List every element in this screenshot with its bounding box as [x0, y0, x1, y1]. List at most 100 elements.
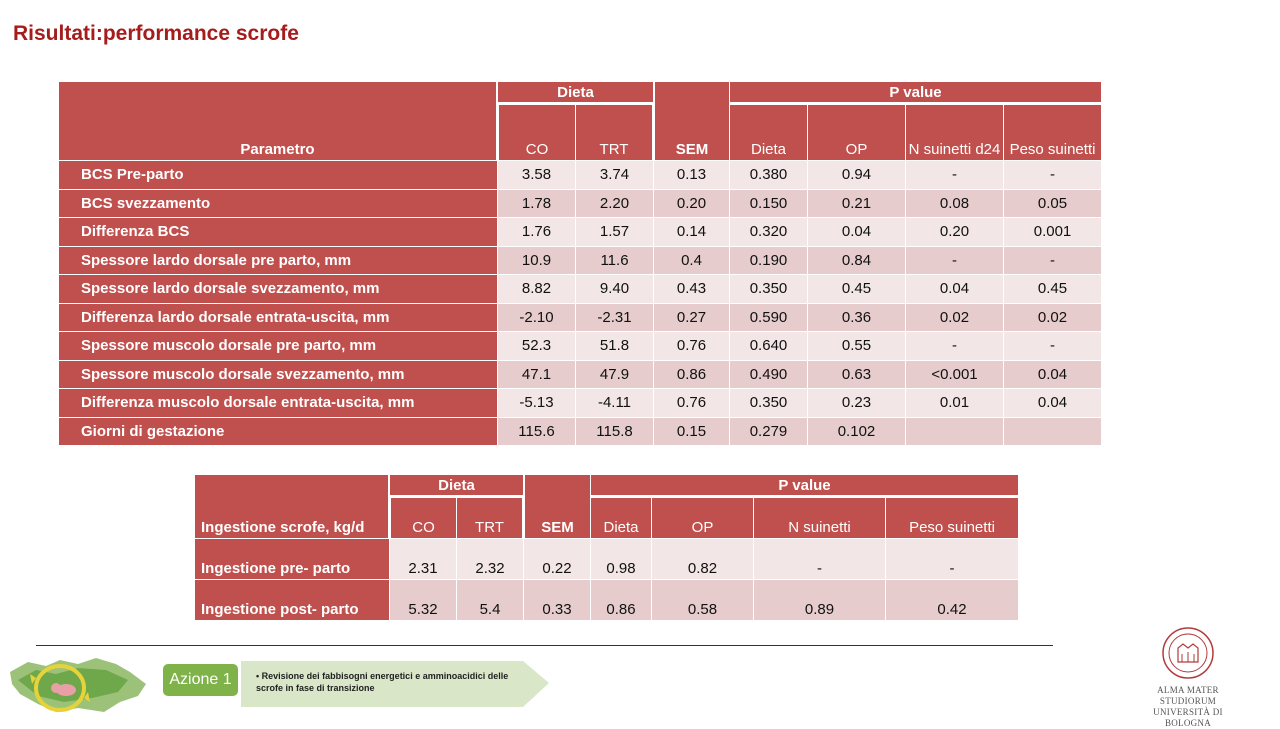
- cell-co: 10.9: [497, 245, 576, 275]
- cell-n: -: [905, 160, 1004, 190]
- cell-sem: 0.27: [653, 302, 730, 332]
- cell-co: 1.76: [497, 217, 576, 247]
- table-row: Giorni di gestazione 115.6 115.8 0.15 0.279 0…: [58, 416, 1103, 446]
- cell-dieta: 0.350: [729, 388, 808, 418]
- cell-op: 0.63: [807, 359, 906, 389]
- bullet-icon: •: [256, 671, 262, 681]
- cell-n: <0.001: [905, 359, 1004, 389]
- cell-sem: 0.76: [653, 388, 730, 418]
- cell-co: 5.32: [389, 579, 457, 621]
- slide-title: Risultati:performance scrofe: [13, 22, 299, 45]
- header-pvalue-group-2: P value: [589, 474, 1020, 498]
- cell-peso: 0.05: [1002, 188, 1103, 218]
- cell-co: -2.10: [497, 302, 576, 332]
- cell-dieta: 0.279: [729, 416, 808, 446]
- table-row: Differenza muscolo dorsale entrata-uscit…: [58, 388, 1103, 418]
- cell-trt: 1.57: [575, 217, 654, 247]
- cell-trt: 11.6: [575, 245, 654, 275]
- cell-n: 0.08: [905, 188, 1004, 218]
- cell-op: 0.45: [807, 274, 906, 304]
- cell-n: -: [905, 245, 1004, 275]
- header-p-dieta-2: Dieta: [590, 496, 652, 539]
- row-label: Differenza muscolo dorsale entrata-uscit…: [58, 388, 498, 418]
- table-row: Ingestione post- parto 5.32 5.4 0.33 0.86 0.5…: [194, 579, 1020, 621]
- header-p-n-suinetti-2: N suinetti: [753, 496, 886, 539]
- cell-trt: 2.32: [456, 538, 524, 580]
- cell-peso: -: [1002, 160, 1103, 190]
- cell-dieta: 0.190: [729, 245, 808, 275]
- table-row: Spessore muscolo dorsale svezzamento, mm…: [58, 359, 1103, 389]
- cell-peso: -: [884, 538, 1020, 580]
- cell-sem: 0.14: [653, 217, 730, 247]
- header-ingestione: Ingestione scrofe, kg/d: [194, 474, 390, 539]
- cell-op: 0.04: [807, 217, 906, 247]
- header-p-op-2: OP: [651, 496, 754, 539]
- cell-sem: 0.4: [653, 245, 730, 275]
- sow-performance-table: Parametro Dieta SEM P value CO TRT Dieta…: [58, 81, 1103, 446]
- header-p-peso-suinetti-2: Peso suinetti: [884, 496, 1020, 539]
- arrow-shape: [241, 661, 549, 707]
- sow-intake-table: Ingestione scrofe, kg/d Dieta SEM P valu…: [194, 474, 1020, 621]
- cell-trt: -2.31: [575, 302, 654, 332]
- header-dieta-group-2: Dieta: [389, 474, 524, 498]
- cell-trt: 5.4: [456, 579, 524, 621]
- cell-n: -: [905, 331, 1004, 361]
- row-label: Spessore muscolo dorsale svezzamento, mm: [58, 359, 498, 389]
- header-pvalue-group: P value: [728, 81, 1103, 105]
- cell-trt: 2.20: [575, 188, 654, 218]
- cell-peso: 0.04: [1002, 359, 1103, 389]
- cell-peso: 0.45: [1002, 274, 1103, 304]
- cell-peso: 0.02: [1002, 302, 1103, 332]
- azione-description: • Revisione dei fabbisogni energetici e …: [256, 671, 509, 693]
- cell-co: 2.31: [389, 538, 457, 580]
- cell-co: -5.13: [497, 388, 576, 418]
- cell-dieta: 0.98: [590, 538, 652, 580]
- cell-sem: 0.22: [523, 538, 591, 580]
- cell-n: 0.02: [905, 302, 1004, 332]
- cell-sem: 0.15: [653, 416, 730, 446]
- cell-peso: 0.42: [884, 579, 1020, 621]
- cell-trt: -4.11: [575, 388, 654, 418]
- unibo-logo: ALMA MATER STUDIORUM UNIVERSITÀ DI BOLOG…: [1138, 626, 1238, 728]
- header-parametro: Parametro: [58, 81, 498, 161]
- row-label: Ingestione post- parto: [194, 579, 390, 621]
- cell-co: 115.6: [497, 416, 576, 446]
- cell-co: 8.82: [497, 274, 576, 304]
- cell-dieta: 0.150: [729, 188, 808, 218]
- cell-op: 0.55: [807, 331, 906, 361]
- azione-badge: Azione 1: [163, 664, 238, 696]
- header-p-dieta: Dieta: [729, 103, 808, 161]
- cell-dieta: 0.86: [590, 579, 652, 621]
- cell-sem: 0.33: [523, 579, 591, 621]
- cell-sem: 0.20: [653, 188, 730, 218]
- cell-op: 0.102: [807, 416, 906, 446]
- row-label: Ingestione pre- parto: [194, 538, 390, 580]
- cell-sem: 0.76: [653, 331, 730, 361]
- cell-op: 0.94: [807, 160, 906, 190]
- table-row: Ingestione pre- parto 2.31 2.32 0.22 0.98 0.8…: [194, 538, 1020, 580]
- row-label: Spessore lardo dorsale svezzamento, mm: [58, 274, 498, 304]
- header-co-2: CO: [388, 496, 457, 539]
- cell-peso: -: [1002, 331, 1103, 361]
- cell-n: 0.20: [905, 217, 1004, 247]
- row-label: Spessore lardo dorsale pre parto, mm: [58, 245, 498, 275]
- cell-peso: 0.04: [1002, 388, 1103, 418]
- cell-n: 0.89: [753, 579, 886, 621]
- cell-op: 0.23: [807, 388, 906, 418]
- header-sem: SEM: [653, 81, 730, 161]
- header-p-peso-suinetti: Peso suinetti: [1002, 103, 1103, 161]
- cell-co: 1.78: [497, 188, 576, 218]
- cell-trt: 9.40: [575, 274, 654, 304]
- cell-op: 0.84: [807, 245, 906, 275]
- cell-n: [905, 416, 1004, 446]
- table-row: Spessore lardo dorsale pre parto, mm 10.9…: [58, 245, 1103, 275]
- cell-co: 47.1: [497, 359, 576, 389]
- cell-op: 0.82: [651, 538, 754, 580]
- footer-divider: [36, 645, 1053, 646]
- cell-dieta: 0.590: [729, 302, 808, 332]
- cell-co: 52.3: [497, 331, 576, 361]
- cell-op: 0.21: [807, 188, 906, 218]
- table-row: Spessore muscolo dorsale pre parto, mm 52…: [58, 331, 1103, 361]
- header-dieta-group: Dieta: [497, 81, 654, 105]
- row-label: Giorni di gestazione: [58, 416, 498, 446]
